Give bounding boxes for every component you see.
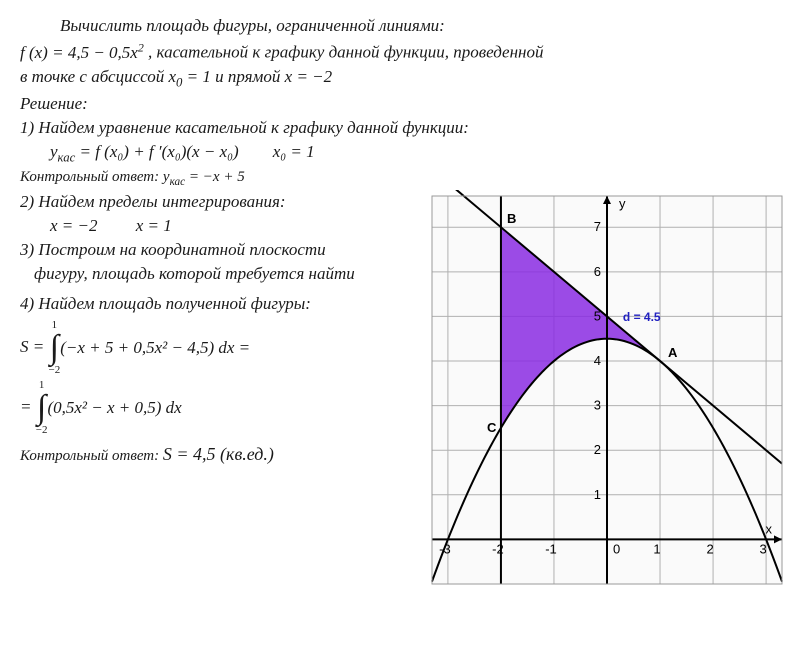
svg-text:7: 7 bbox=[594, 219, 601, 234]
svg-text:3: 3 bbox=[594, 398, 601, 413]
answer-label: Контрольный ответ: bbox=[20, 448, 163, 464]
ykac-sub: кас bbox=[58, 150, 76, 164]
svg-text:3: 3 bbox=[759, 541, 766, 556]
coordinate-chart: -3 -2 -1 0 1 2 3 1 2 3 4 5 6 7 A B Cd = 4.5 y x bbox=[426, 190, 788, 590]
svg-text:d = 4.5: d = 4.5 bbox=[623, 310, 661, 324]
integrand1: (−x + 5 + 0,5x² − 4,5) dx = bbox=[60, 338, 250, 358]
check1-label: Контрольный ответ: bbox=[20, 169, 163, 185]
svg-text:2: 2 bbox=[706, 541, 713, 556]
ykac-y: y bbox=[50, 142, 58, 161]
step1-formula: yкас = f (x₀) + f ′(x₀)(x − x₀) x₀ = 1 bbox=[20, 142, 780, 165]
integrand2: (0,5x² − x + 0,5) dx bbox=[47, 398, 181, 418]
func-expr: f (x) = 4,5 − 0,5x2 bbox=[20, 43, 148, 62]
svg-text:-3: -3 bbox=[439, 541, 451, 556]
check1-y: y bbox=[163, 169, 170, 185]
problem-cond2: в точке с абсциссой x0 = 1 и прямой x = … bbox=[20, 67, 780, 90]
step1-text: 1) Найдем уравнение касательной к график… bbox=[20, 118, 780, 138]
svg-text:A: A bbox=[668, 345, 678, 360]
svg-text:2: 2 bbox=[594, 442, 601, 457]
svg-text:y: y bbox=[619, 196, 626, 211]
lim-b: x = 1 bbox=[136, 216, 172, 235]
check1-rhs: = −x + 5 bbox=[185, 169, 245, 185]
svg-text:C: C bbox=[487, 420, 497, 435]
svg-text:-1: -1 bbox=[545, 541, 557, 556]
int2-lower: −2 bbox=[36, 425, 48, 436]
check1-sub: кас bbox=[170, 176, 186, 188]
math-worksheet: Вычислить площадь фигуры, ограниченной л… bbox=[0, 0, 800, 650]
svg-text:B: B bbox=[507, 211, 516, 226]
integral-symbol-2: ∫ bbox=[37, 391, 46, 425]
problem-title: Вычислить площадь фигуры, ограниченной л… bbox=[20, 16, 780, 36]
x0-eq: x₀ = 1 bbox=[273, 142, 315, 161]
integral-1: 1 ∫ −2 (−x + 5 + 0,5x² − 4,5) dx = bbox=[48, 320, 250, 376]
answer-value: S = 4,5 (кв.ед.) bbox=[163, 444, 274, 464]
lim-a: x = −2 bbox=[50, 216, 98, 235]
integral-symbol-1: ∫ bbox=[50, 331, 59, 365]
eq-cont: = bbox=[20, 397, 36, 416]
cond1-text: , касательной к графику данной функции, … bbox=[148, 43, 543, 62]
step1-check: Контрольный ответ: yкас = −x + 5 bbox=[20, 169, 780, 188]
cond2a: в точке с абсциссой x bbox=[20, 67, 176, 86]
problem-function-line: f (x) = 4,5 − 0,5x2 , касательной к граф… bbox=[20, 40, 780, 63]
cond2b: = 1 и прямой x = −2 bbox=[182, 67, 332, 86]
int1-lower: −2 bbox=[48, 365, 60, 376]
svg-text:-2: -2 bbox=[492, 541, 504, 556]
svg-text:5: 5 bbox=[594, 308, 601, 323]
svg-text:x: x bbox=[766, 521, 773, 536]
S-eq: S = bbox=[20, 337, 48, 356]
svg-text:1: 1 bbox=[653, 541, 660, 556]
svg-text:4: 4 bbox=[594, 353, 601, 368]
svg-text:6: 6 bbox=[594, 264, 601, 279]
integral-2: 1 ∫ −2 (0,5x² − x + 0,5) dx bbox=[36, 380, 182, 436]
ykac-rhs: = f (x₀) + f ′(x₀)(x − x₀) bbox=[75, 142, 238, 161]
func-base: f (x) = 4,5 − 0,5x bbox=[20, 43, 138, 62]
solution-label: Решение: bbox=[20, 94, 780, 114]
func-exp: 2 bbox=[138, 40, 144, 54]
chart-svg: -3 -2 -1 0 1 2 3 1 2 3 4 5 6 7 A B Cd = 4.5 y x bbox=[426, 190, 788, 590]
svg-text:0: 0 bbox=[613, 541, 620, 556]
svg-text:1: 1 bbox=[594, 487, 601, 502]
